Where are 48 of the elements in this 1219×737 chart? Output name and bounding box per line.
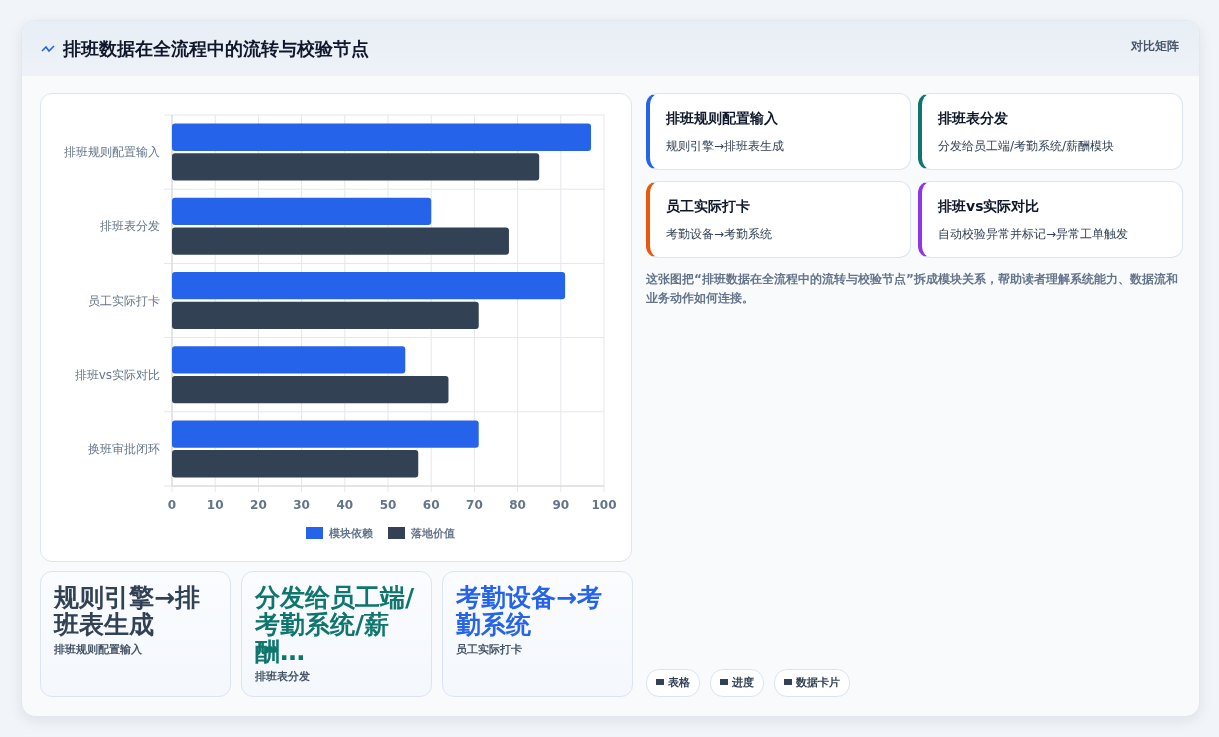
x-tick-label: 80: [509, 498, 526, 512]
text: 考勤设备→考勤系统: [666, 226, 773, 243]
bar: [172, 272, 566, 300]
text: 对比矩阵: [1131, 38, 1179, 55]
text: 排班表分发: [938, 110, 1008, 128]
x-tick-label: 60: [422, 498, 440, 512]
y-tick-label: 换班审批闭环: [88, 441, 160, 456]
x-tick-label: 30: [293, 498, 310, 512]
x-tick-label: 100: [591, 498, 617, 512]
x-tick-label: 70: [466, 498, 483, 512]
bar: [172, 301, 479, 329]
bar: [172, 450, 419, 478]
legend-label: 模块依赖: [328, 527, 373, 540]
x-tick-label: 10: [206, 498, 224, 512]
bar: [172, 153, 540, 181]
text: 排班表分发: [255, 669, 310, 684]
text: 表格: [668, 676, 690, 689]
text: 分发给员工端/考勤系统/薪酬模块: [938, 138, 1115, 155]
text: 考勤设备→考勤系统: [456, 583, 603, 639]
y-tick-label: 员工实际打卡: [88, 293, 160, 308]
text: 员工实际打卡: [666, 198, 750, 216]
x-tick-label: 0: [167, 498, 177, 512]
y-tick-label: 排班规则配置输入: [64, 145, 160, 160]
text: 员工实际打卡: [456, 642, 522, 657]
text: 排班规则配置输入: [666, 110, 778, 128]
text: 排班规则配置输入: [54, 642, 142, 657]
y-tick-label: 排班vs实际对比: [74, 367, 160, 382]
bar: [172, 346, 406, 374]
text: 这张图把“排班数据在全流程中的流转与校验节点”拆成模块关系，帮助读者理解系统能力、数据流和业务动作如何连接。: [646, 271, 1179, 307]
bar: [172, 227, 509, 255]
text: 规则引擎→排班表生成: [54, 583, 201, 639]
x-tick-label: 50: [379, 498, 397, 512]
text: 分发给员工端/考勤系统/薪酬…: [255, 583, 416, 666]
x-tick-label: 20: [250, 498, 267, 512]
bar: [172, 123, 592, 151]
chart-title: 排班数据在全流程中的流转与校验节点: [63, 37, 369, 61]
x-tick-label: 40: [336, 498, 354, 512]
legend-label: 落地价值: [410, 527, 455, 540]
text: 进度: [732, 676, 754, 689]
bar: [172, 375, 449, 404]
x-tick-label: 90: [552, 498, 570, 512]
y-tick-label: 排班表分发: [100, 219, 160, 234]
bar: [172, 420, 479, 448]
text: 数据卡片: [796, 676, 840, 689]
text: 规则引擎→排班表生成: [666, 138, 785, 155]
bar: [172, 197, 432, 226]
text: 自动校验异常并标记→异常工单触发: [938, 226, 1129, 243]
text: 排班vs实际对比: [938, 198, 1040, 216]
